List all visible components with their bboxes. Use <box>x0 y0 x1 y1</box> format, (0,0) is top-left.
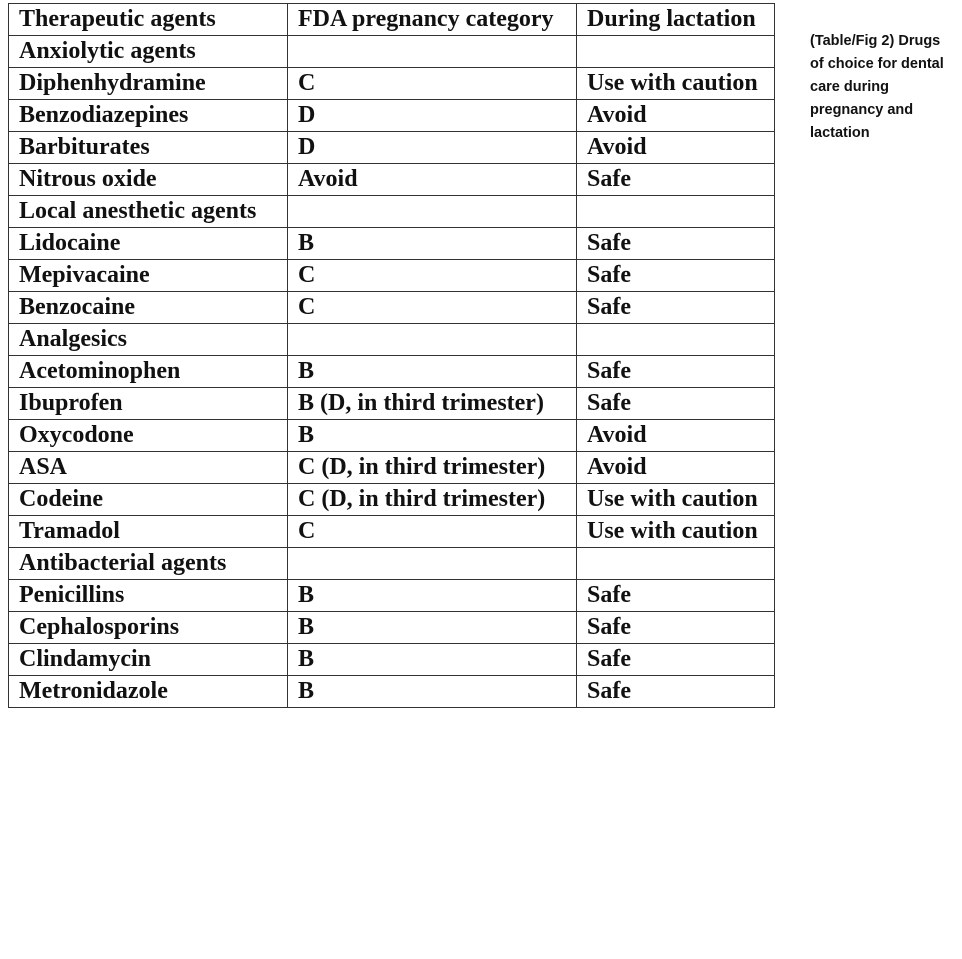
table-row: Mepivacaine C Safe <box>8 259 775 292</box>
agent-cell: Cephalosporins <box>8 611 288 644</box>
agent-cell: Analgesics <box>8 323 288 356</box>
agent-cell: ASA <box>8 451 288 484</box>
agent-cell: Anxiolytic agents <box>8 35 288 68</box>
table-row: Oxycodone B Avoid <box>8 419 775 452</box>
fda-category-cell <box>287 547 577 580</box>
lactation-cell: Use with caution <box>576 515 775 548</box>
agent-cell: Diphenhydramine <box>8 67 288 100</box>
table-row: Codeine C (D, in third trimester) Use with… <box>8 483 775 516</box>
table-row: Tramadol C Use with caution <box>8 515 775 548</box>
lactation-cell <box>576 35 775 68</box>
fda-category-cell: Avoid <box>287 163 577 196</box>
fda-category-cell: C (D, in third trimester) <box>287 451 577 484</box>
fda-category-cell: C <box>287 259 577 292</box>
agent-cell: Ibuprofen <box>8 387 288 420</box>
agent-cell: Codeine <box>8 483 288 516</box>
lactation-cell: Safe <box>576 227 775 260</box>
fda-category-cell <box>287 323 577 356</box>
lactation-cell: Avoid <box>576 451 775 484</box>
agent-cell: Tramadol <box>8 515 288 548</box>
lactation-cell: Avoid <box>576 99 775 132</box>
fda-category-cell <box>287 35 577 68</box>
agent-cell: Local anesthetic agents <box>8 195 288 228</box>
fda-category-cell: C <box>287 291 577 324</box>
fda-category-cell: B (D, in third trimester) <box>287 387 577 420</box>
fda-category-cell <box>287 195 577 228</box>
lactation-cell <box>576 323 775 356</box>
agent-cell: Nitrous oxide <box>8 163 288 196</box>
fda-category-cell: B <box>287 643 577 676</box>
table-row: Penicillins B Safe <box>8 579 775 612</box>
lactation-cell: Avoid <box>576 131 775 164</box>
table-row: Barbiturates D Avoid <box>8 131 775 164</box>
lactation-cell: Safe <box>576 579 775 612</box>
table-row: Diphenhydramine C Use with caution <box>8 67 775 100</box>
table-row: Analgesics <box>8 323 775 356</box>
table-row: Antibacterial agents <box>8 547 775 580</box>
fda-category-cell: C <box>287 67 577 100</box>
agent-cell: Barbiturates <box>8 131 288 164</box>
agent-cell: Clindamycin <box>8 643 288 676</box>
fda-category-cell: B <box>287 579 577 612</box>
table-body: Anxiolytic agents Diphenhydramine C Use wit… <box>8 35 775 708</box>
drug-table: Therapeutic agents FDA pregnancy categor… <box>8 3 775 708</box>
agent-cell: Lidocaine <box>8 227 288 260</box>
table-row: Anxiolytic agents <box>8 35 775 68</box>
fda-category-cell: C (D, in third trimester) <box>287 483 577 516</box>
lactation-cell: Safe <box>576 259 775 292</box>
agent-cell: Metronidazole <box>8 675 288 708</box>
agent-cell: Benzocaine <box>8 291 288 324</box>
table-row: Acetominophen B Safe <box>8 355 775 388</box>
agent-cell: Oxycodone <box>8 419 288 452</box>
lactation-cell: Safe <box>576 387 775 420</box>
table-row: Cephalosporins B Safe <box>8 611 775 644</box>
lactation-cell <box>576 547 775 580</box>
header-fda-category: FDA pregnancy category <box>287 3 577 36</box>
lactation-cell: Safe <box>576 355 775 388</box>
table-row: Local anesthetic agents <box>8 195 775 228</box>
table-row: Benzodiazepines D Avoid <box>8 99 775 132</box>
agent-cell: Penicillins <box>8 579 288 612</box>
table-row: Clindamycin B Safe <box>8 643 775 676</box>
agent-cell: Mepivacaine <box>8 259 288 292</box>
lactation-cell: Avoid <box>576 419 775 452</box>
fda-category-cell: B <box>287 611 577 644</box>
table-row: ASA C (D, in third trimester) Avoid <box>8 451 775 484</box>
agent-cell: Acetominophen <box>8 355 288 388</box>
agent-cell: Antibacterial agents <box>8 547 288 580</box>
fda-category-cell: B <box>287 675 577 708</box>
lactation-cell: Safe <box>576 291 775 324</box>
lactation-cell: Safe <box>576 643 775 676</box>
header-lactation: During lactation <box>576 3 775 36</box>
lactation-cell: Use with caution <box>576 67 775 100</box>
table-caption: (Table/Fig 2) Drugs of choice for dental… <box>810 33 944 141</box>
fda-category-cell: D <box>287 99 577 132</box>
lactation-cell: Safe <box>576 675 775 708</box>
fda-category-cell: B <box>287 355 577 388</box>
header-row: Therapeutic agents FDA pregnancy categor… <box>8 3 775 36</box>
fda-category-cell: C <box>287 515 577 548</box>
fda-category-cell: B <box>287 227 577 260</box>
fda-category-cell: D <box>287 131 577 164</box>
lactation-cell: Safe <box>576 163 775 196</box>
fda-category-cell: B <box>287 419 577 452</box>
table-row: Lidocaine B Safe <box>8 227 775 260</box>
table-row: Benzocaine C Safe <box>8 291 775 324</box>
table-row: Nitrous oxide Avoid Safe <box>8 163 775 196</box>
table-row: Metronidazole B Safe <box>8 675 775 708</box>
lactation-cell: Use with caution <box>576 483 775 516</box>
header-therapeutic-agents: Therapeutic agents <box>8 3 288 36</box>
agent-cell: Benzodiazepines <box>8 99 288 132</box>
lactation-cell <box>576 195 775 228</box>
lactation-cell: Safe <box>576 611 775 644</box>
table-row: Ibuprofen B (D, in third trimester) Safe <box>8 387 775 420</box>
